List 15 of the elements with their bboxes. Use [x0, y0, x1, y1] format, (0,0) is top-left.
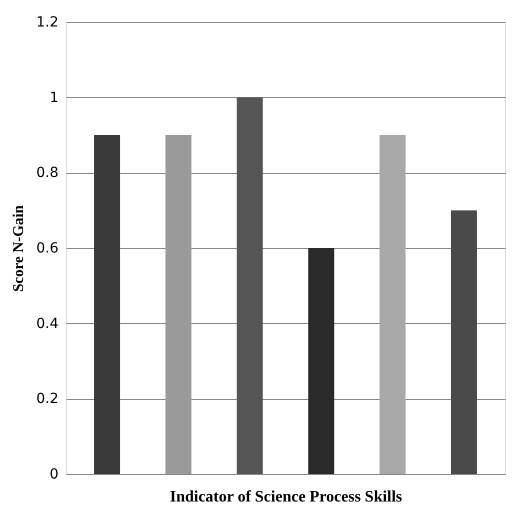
bar [308, 248, 334, 474]
x-axis-title: Indicator of Science Process Skills [170, 488, 402, 506]
bar [165, 135, 192, 474]
y-tick-label: 0.8 [36, 165, 58, 182]
y-tick-label: 1.2 [36, 14, 58, 30]
y-axis-title: Score N-Gain [11, 204, 28, 292]
y-tick-label: 0.4 [36, 316, 59, 332]
bar [380, 135, 406, 474]
bar [450, 210, 477, 474]
y-tick-label: 0.6 [36, 240, 59, 256]
y-tick-label: 0 [50, 466, 58, 482]
bar [94, 135, 120, 474]
y-tick-label: 0.2 [36, 391, 58, 408]
y-tick-label: 1 [50, 90, 58, 106]
bar [236, 97, 263, 474]
